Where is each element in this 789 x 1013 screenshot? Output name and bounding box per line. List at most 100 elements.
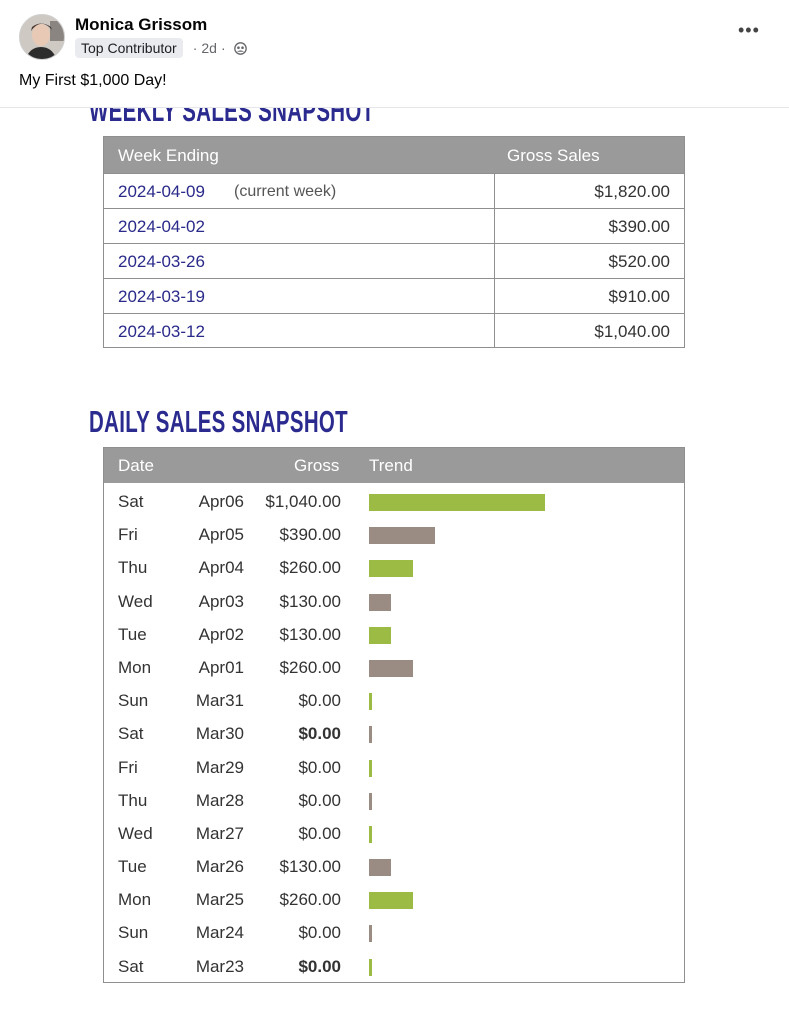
trend-bar: [369, 494, 545, 511]
day-date: Mar24: [195, 923, 244, 943]
post-meta: Top Contributor · 2d ·: [75, 38, 247, 58]
audience-group-icon[interactable]: [233, 41, 247, 55]
week-amount: $520.00: [608, 252, 670, 271]
day-name: Fri: [118, 525, 138, 545]
day-name: Thu: [118, 558, 148, 578]
header-gross: Gross: [294, 456, 340, 475]
list-item: Wed Apr03 $130.00: [104, 586, 684, 619]
day-name: Sun: [118, 923, 149, 943]
daily-title: DAILY SALES SNAPSHOT: [89, 404, 348, 439]
list-item: Mon Apr01 $260.00: [104, 652, 684, 685]
day-gross: $0.00: [298, 757, 341, 777]
week-amount: $1,040.00: [594, 322, 670, 341]
daily-header: Date Gross Trend: [104, 448, 684, 483]
day-date: Mar29: [195, 757, 244, 777]
day-date: Mar28: [195, 790, 244, 810]
day-name: Sat: [118, 724, 144, 744]
day-date: Apr03: [198, 591, 244, 611]
list-item: Tue Mar26 $130.00: [104, 851, 684, 884]
more-options-icon[interactable]: •••: [738, 20, 760, 40]
weekly-header: Week Ending Gross Sales: [104, 137, 684, 173]
trend-bar: [369, 659, 413, 677]
day-gross: $260.00: [279, 558, 341, 578]
header-gross-sales: Gross Sales: [507, 146, 600, 165]
week-amount: $390.00: [608, 217, 670, 236]
day-gross: $0.00: [298, 956, 341, 976]
post-time[interactable]: 2d: [201, 40, 217, 56]
table-row: 2024-03-19 $910.00: [104, 278, 684, 313]
trend-bar: [369, 626, 391, 644]
top-contributor-badge[interactable]: Top Contributor: [75, 38, 183, 58]
list-item: Thu Mar28 $0.00: [104, 785, 684, 818]
table-row: 2024-04-09 (current week) $1,820.00: [104, 173, 684, 208]
day-name: Wed: [118, 591, 153, 611]
trend-bar: [369, 693, 372, 711]
header-week-ending: Week Ending: [118, 146, 219, 165]
day-name: Tue: [118, 624, 147, 644]
day-date: Mar30: [195, 724, 244, 744]
trend-bar: [369, 892, 413, 910]
table-row: 2024-03-26 $520.00: [104, 243, 684, 278]
day-name: Fri: [118, 757, 138, 777]
list-item: Thu Apr04 $260.00: [104, 552, 684, 585]
list-item: Wed Mar27 $0.00: [104, 818, 684, 851]
header-date: Date: [118, 456, 154, 475]
author-name[interactable]: Monica Grissom: [75, 15, 208, 34]
post-caption: My First $1,000 Day!: [19, 72, 167, 89]
day-name: Sun: [118, 691, 149, 711]
week-amount: $910.00: [608, 287, 670, 306]
day-gross: $0.00: [298, 790, 341, 810]
avatar-image-icon: [20, 15, 64, 59]
day-name: Tue: [118, 857, 147, 877]
day-gross: $130.00: [279, 857, 341, 877]
trend-bar: [369, 859, 391, 877]
day-name: Thu: [118, 790, 148, 810]
day-name: Mon: [118, 890, 152, 910]
week-note: (current week): [234, 183, 337, 200]
post-image[interactable]: WEEKLY SALES SNAPSHOT Week Ending Gross …: [0, 108, 789, 1013]
trend-bar: [369, 925, 372, 943]
day-gross: $0.00: [298, 923, 341, 943]
trend-bar: [369, 958, 372, 976]
separator-dot: ·: [220, 40, 226, 56]
day-date: Apr06: [198, 492, 244, 511]
list-item: Sun Mar31 $0.00: [104, 685, 684, 718]
day-date: Mar23: [195, 956, 244, 976]
trend-bar: [369, 792, 372, 810]
day-gross: $130.00: [279, 624, 341, 644]
day-date: Apr01: [198, 657, 244, 677]
list-item: Sat Mar30 $0.00: [104, 718, 684, 751]
day-gross: $260.00: [279, 657, 341, 677]
day-gross: $0.00: [298, 823, 341, 843]
week-date: 2024-04-02: [118, 217, 205, 236]
separator-dot: ·: [192, 40, 198, 56]
daily-sales-table: Date Gross Trend Sat Apr06 $1,040.00 Fri Apr…: [103, 447, 685, 983]
trend-bar: [369, 527, 435, 545]
list-item: Tue Apr02 $130.00: [104, 619, 684, 652]
list-item: Fri Mar29 $0.00: [104, 752, 684, 785]
week-date: 2024-03-26: [118, 252, 205, 271]
day-gross: $0.00: [298, 724, 341, 744]
day-gross: $260.00: [279, 890, 341, 910]
trend-bar: [369, 825, 372, 843]
list-item: Sun Mar24 $0.00: [104, 917, 684, 950]
day-date: Mar25: [195, 890, 244, 910]
day-date: Apr05: [198, 525, 244, 545]
week-date: 2024-03-12: [118, 322, 205, 341]
day-gross: $130.00: [279, 591, 341, 611]
column-divider: [494, 173, 495, 347]
day-date: Apr02: [198, 624, 244, 644]
list-item: Sat Mar23 $0.00: [104, 951, 684, 984]
day-date: Mar27: [195, 823, 244, 843]
day-name: Sat: [118, 956, 144, 976]
day-name: Wed: [118, 823, 153, 843]
week-date: 2024-03-19: [118, 287, 205, 306]
avatar[interactable]: [19, 14, 65, 60]
day-gross: $1,040.00: [265, 492, 341, 511]
table-row: 2024-03-12 $1,040.00: [104, 313, 684, 348]
post-header: Monica Grissom Top Contributor · 2d · ••…: [0, 0, 789, 108]
trend-bar: [369, 593, 391, 611]
header-trend: Trend: [369, 456, 413, 475]
list-item: Fri Apr05 $390.00: [104, 519, 684, 552]
day-date: Mar26: [195, 857, 244, 877]
